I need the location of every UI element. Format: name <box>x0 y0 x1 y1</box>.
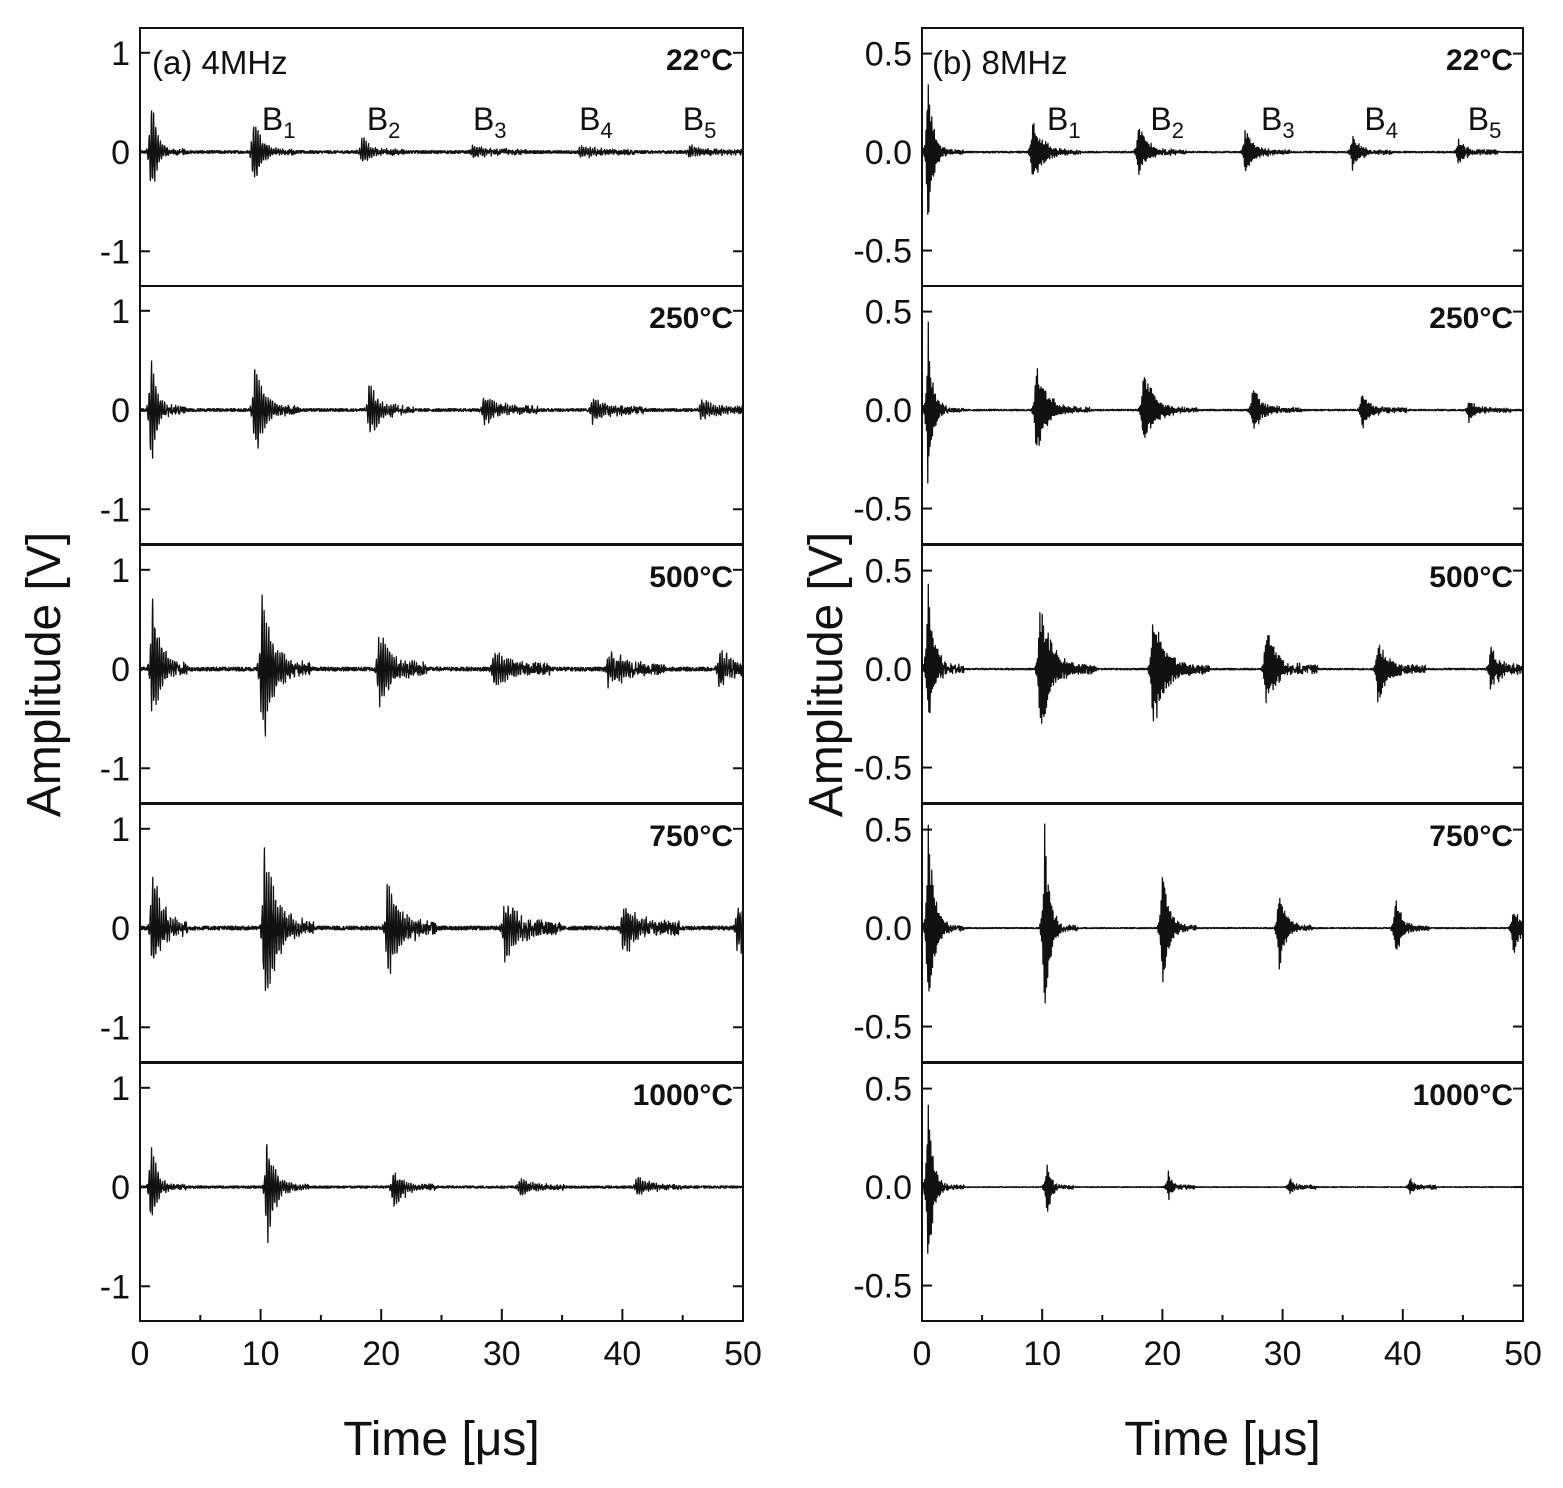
signal-trace <box>139 360 744 459</box>
y-tick-label: 1 <box>111 552 130 590</box>
x-tick-label: 30 <box>1264 1335 1302 1373</box>
y-tick-label: 1 <box>111 293 130 331</box>
y-tick-label: 0 <box>111 651 130 689</box>
y-axis-title: Amplitude [V] <box>18 532 71 817</box>
y-tick-label: 0.5 <box>865 294 912 332</box>
echo-label: B5 <box>1468 101 1502 143</box>
subplot-250c: 1 0 -1 250°C <box>100 285 744 545</box>
temperature-label: 750°C <box>649 820 733 853</box>
x-axis-title: Time [μs] <box>1124 1413 1321 1466</box>
subplot-500c: 1 0 -1 500°C <box>100 544 744 804</box>
y-tick-label: 0.5 <box>865 36 912 74</box>
echo-label: B5 <box>683 101 717 143</box>
signal-trace <box>921 1104 1524 1254</box>
signal-trace <box>921 321 1524 484</box>
signal-trace <box>139 110 744 182</box>
y-axis-title: Amplitude [V] <box>800 532 853 817</box>
x-tick-label: 10 <box>242 1335 280 1373</box>
subplot-500c: 0.5 0.0 -0.5 500°C <box>853 544 1524 804</box>
temperature-label: 22°C <box>1446 44 1513 77</box>
echo-label: B4 <box>579 101 613 143</box>
temperature-label: 750°C <box>1429 820 1513 853</box>
x-tick-label: 20 <box>1143 1335 1181 1373</box>
temperature-label: 500°C <box>649 561 733 594</box>
x-axis-title: Time [μs] <box>343 1413 540 1466</box>
echo-label: B2 <box>1150 101 1184 143</box>
y-tick-label: 1 <box>111 811 130 849</box>
signal-trace <box>139 594 744 737</box>
echo-label: B3 <box>1261 101 1295 143</box>
y-tick-label: -1 <box>100 233 130 271</box>
y-tick-label: 0.0 <box>865 392 912 430</box>
signal-trace <box>139 847 744 992</box>
y-tick-label: -0.5 <box>853 491 912 529</box>
subplot-1000c: 1 0 -1 1000°C <box>100 1062 744 1322</box>
panel-a-4mhz: 10-122°C10-1250°C10-1500°C10-1750°C10-11… <box>18 27 762 1466</box>
y-tick-label: -1 <box>100 1009 130 1047</box>
y-tick-label: 0.5 <box>865 812 912 850</box>
subplot-250c: 0.5 0.0 -0.5 250°C <box>853 285 1524 545</box>
subplot-750c: 1 0 -1 750°C <box>100 803 744 1063</box>
echo-label: B1 <box>262 101 296 143</box>
y-tick-label: 0.0 <box>865 910 912 948</box>
signal-trace <box>921 823 1524 1004</box>
x-tick-label: 0 <box>131 1335 150 1373</box>
y-tick-label: 0 <box>111 910 130 948</box>
y-tick-label: 1 <box>111 1070 130 1108</box>
x-tick-label: 30 <box>483 1335 521 1373</box>
x-tick-label: 40 <box>603 1335 641 1373</box>
temperature-label: 250°C <box>649 302 733 335</box>
temperature-label: 250°C <box>1429 302 1513 335</box>
y-tick-label: 0 <box>111 392 130 430</box>
y-tick-label: -0.5 <box>853 750 912 788</box>
y-tick-label: -0.5 <box>853 1268 912 1306</box>
y-tick-label: -0.5 <box>853 1009 912 1047</box>
x-tick-label: 40 <box>1384 1335 1422 1373</box>
x-tick-label: 10 <box>1023 1335 1061 1373</box>
temperature-label: 1000°C <box>1413 1079 1513 1112</box>
x-tick-label: 50 <box>1504 1335 1542 1373</box>
y-tick-label: 1 <box>111 35 130 73</box>
panel-title: (b) 8MHz <box>932 44 1068 81</box>
echo-label: B3 <box>473 101 507 143</box>
x-axis: 0 10 20 30 40 50 <box>131 1309 762 1373</box>
signal-trace <box>139 1144 744 1244</box>
y-tick-label: 0 <box>111 1169 130 1207</box>
echo-label: B2 <box>367 101 401 143</box>
signal-trace <box>921 84 1524 215</box>
subplot-1000c: 0.5 0.0 -0.5 1000°C <box>853 1062 1524 1322</box>
y-tick-label: 0.0 <box>865 1169 912 1207</box>
y-tick-label: -1 <box>100 750 130 788</box>
y-tick-label: 0.5 <box>865 1071 912 1109</box>
echo-label: B4 <box>1364 101 1398 143</box>
y-tick-label: -1 <box>100 1268 130 1306</box>
panel-b-8mhz: 0.5 0.0 -0.5 22°C 0.5 0.0 -0.5 250°C 0.5 0.0 -0.5 5… <box>800 27 1542 1466</box>
y-tick-label: 0 <box>111 134 130 172</box>
temperature-label: 500°C <box>1429 561 1513 594</box>
panel-title: (a) 4MHz <box>152 44 288 81</box>
x-axis: 0 10 20 30 40 50 <box>913 1309 1542 1373</box>
x-tick-label: 20 <box>362 1335 400 1373</box>
echo-label: B1 <box>1047 101 1081 143</box>
subplot-750c: 0.5 0.0 -0.5 750°C <box>853 803 1524 1063</box>
temperature-label: 22°C <box>666 44 733 77</box>
temperature-label: 1000°C <box>633 1079 733 1112</box>
y-tick-label: 0.0 <box>865 651 912 689</box>
signal-trace <box>921 583 1524 724</box>
x-tick-label: 50 <box>724 1335 762 1373</box>
x-tick-label: 0 <box>913 1335 932 1373</box>
y-tick-label: 0.0 <box>865 134 912 172</box>
y-tick-label: -1 <box>100 491 130 529</box>
y-tick-label: 0.5 <box>865 553 912 591</box>
y-tick-label: -0.5 <box>853 233 912 271</box>
